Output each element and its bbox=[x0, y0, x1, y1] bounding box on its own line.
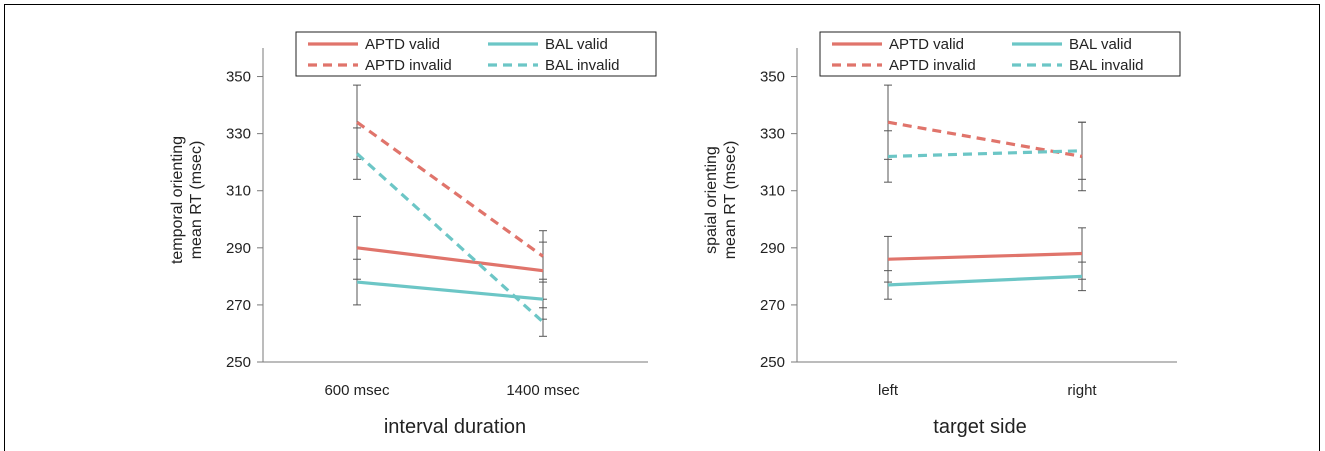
y-axis-label: spaial orienting mean RT (msec) bbox=[703, 141, 739, 260]
series-line-aptd-invalid bbox=[356, 120, 544, 258]
figure-frame bbox=[4, 4, 1320, 451]
chart-panel-2: 250 270 290 310 330 350 left right target side sp… bbox=[703, 31, 1181, 438]
y-tick-label: 310 bbox=[760, 183, 785, 200]
y-tick-label: 350 bbox=[760, 69, 785, 86]
chart-panel-1: 250 270 290 310 330 350 600 msec 1400 msec inter… bbox=[169, 31, 657, 438]
series-line-bal-valid bbox=[356, 280, 544, 301]
series-line-bal-invalid bbox=[355, 152, 545, 324]
legend-entry: BAL valid bbox=[545, 36, 608, 53]
y-axis-label-line: temporal orienting bbox=[169, 136, 186, 264]
error-bar bbox=[539, 307, 547, 337]
legend-box bbox=[295, 31, 657, 77]
legend: APTD valid BAL valid APTD invalid BAL inval… bbox=[819, 31, 1181, 77]
legend-entry: BAL invalid bbox=[545, 57, 620, 74]
legend-entry: BAL valid bbox=[1069, 36, 1132, 53]
y-tick-label: 330 bbox=[760, 126, 785, 143]
x-axis-label: target side bbox=[933, 416, 1026, 438]
legend-box bbox=[819, 31, 1181, 77]
x-axis-label: interval duration bbox=[384, 416, 526, 438]
y-tick-label: 310 bbox=[226, 183, 251, 200]
x-tick-label: 1400 msec bbox=[506, 382, 580, 399]
legend: APTD valid BAL valid APTD invalid BAL inval… bbox=[295, 31, 657, 77]
error-bar bbox=[1078, 121, 1086, 180]
x-tick-label: 600 msec bbox=[324, 382, 390, 399]
y-axis-label-line: mean RT (msec) bbox=[188, 141, 205, 260]
y-tick-label: 250 bbox=[760, 354, 785, 371]
series-line-bal-valid bbox=[887, 274, 1083, 287]
y-tick-label: 270 bbox=[760, 297, 785, 314]
series-line-aptd-invalid bbox=[887, 120, 1083, 159]
y-axis-label: temporal orienting mean RT (msec) bbox=[169, 136, 205, 264]
y-tick-label: 270 bbox=[226, 297, 251, 314]
legend-entry: APTD valid bbox=[365, 36, 440, 53]
y-tick-label: 290 bbox=[760, 240, 785, 257]
legend-entry: APTD valid bbox=[889, 36, 964, 53]
legend-entry: APTD invalid bbox=[889, 57, 976, 74]
y-tick-label: 330 bbox=[226, 126, 251, 143]
legend-entry: APTD invalid bbox=[365, 57, 452, 74]
legend-entry: BAL invalid bbox=[1069, 57, 1144, 74]
x-tick-label: left bbox=[878, 382, 899, 399]
y-tick-label: 350 bbox=[226, 69, 251, 86]
series-line-aptd-valid bbox=[356, 246, 544, 273]
y-axis-label-line: spaial orienting bbox=[703, 146, 720, 254]
x-tick-label: right bbox=[1067, 382, 1097, 399]
series-line-aptd-valid bbox=[887, 251, 1083, 261]
y-tick-label: 250 bbox=[226, 354, 251, 371]
series-line-bal-invalid bbox=[887, 149, 1083, 159]
y-tick-label: 290 bbox=[226, 240, 251, 257]
error-bar bbox=[539, 230, 547, 283]
y-axis-label-line: mean RT (msec) bbox=[722, 141, 739, 260]
